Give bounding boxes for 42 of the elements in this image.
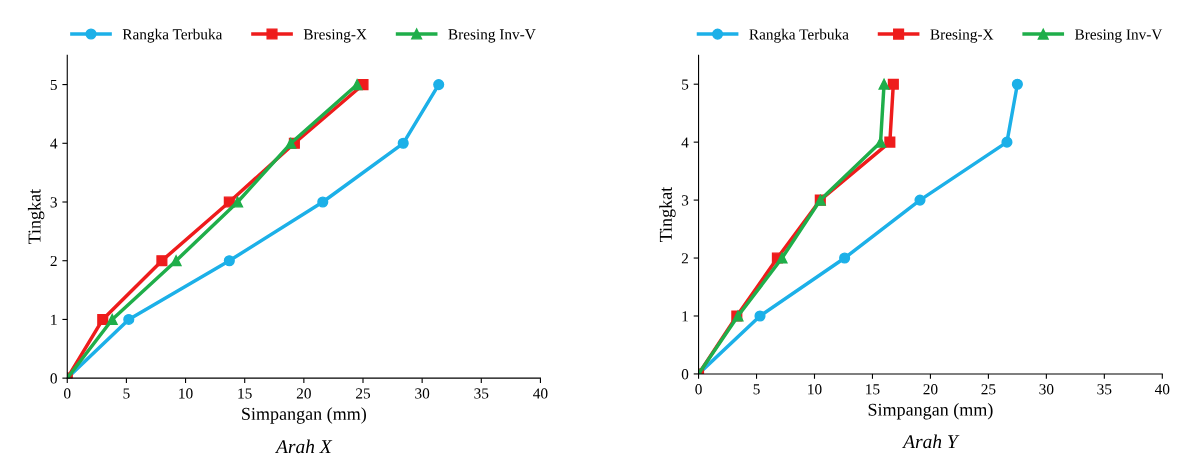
x-tick-label: 35 [1097,384,1112,395]
x-tick-label: 40 [1154,384,1170,395]
x-axis-title: Simpangan (mm) [242,407,366,424]
x-tick-label: 30 [415,388,430,399]
text: Arah Y [902,434,960,449]
y-tick-label: 0 [681,369,689,380]
legend-label: Bresing-X [303,29,367,43]
x-axis-title: Simpangan (mm) [868,403,993,420]
legend-label: Rangka Terbuka [749,28,849,43]
x-tick-label: 0 [695,384,702,395]
x-tick-label: 35 [474,388,489,399]
y-tick-label: 5 [50,79,57,91]
y-tick-label: 1 [51,314,57,325]
legend-label: Bresing Inv-V [448,29,536,43]
x-tick-label: 40 [533,388,548,399]
y-tick-label: 5 [682,79,689,90]
y-tick-label: 0 [50,373,57,384]
x-tick-label: 10 [808,384,822,395]
x-tick-label: 15 [238,388,252,399]
x-tick-label: 25 [981,384,996,395]
x-tick-label: 20 [296,388,311,399]
y-tick-label: 1 [682,311,688,322]
legend-label: Bresing-X [930,29,994,43]
y-tick-label: 4 [50,138,58,149]
x-tick-label: 30 [1039,384,1054,395]
text: Arah X [274,439,333,454]
x-tick-label: 25 [356,388,371,399]
x-tick-label: 20 [923,384,938,395]
y-axis-title: Tingkat [659,186,676,243]
x-tick-label: 5 [123,388,130,399]
legend-label: Rangka Terbuka [122,28,223,43]
y-tick-label: 3 [681,195,689,206]
y-axis-title: Tingkat [27,189,45,245]
y-tick-label: 2 [50,255,57,267]
x-tick-label: 5 [753,384,760,395]
legend-label: Bresing Inv-V [1074,29,1163,43]
y-tick-label: 2 [681,253,688,264]
x-tick-label: 10 [179,388,193,399]
x-tick-label: 15 [866,384,880,395]
x-tick-label: 0 [64,388,71,399]
y-tick-label: 3 [50,197,57,208]
y-tick-label: 4 [681,137,689,148]
